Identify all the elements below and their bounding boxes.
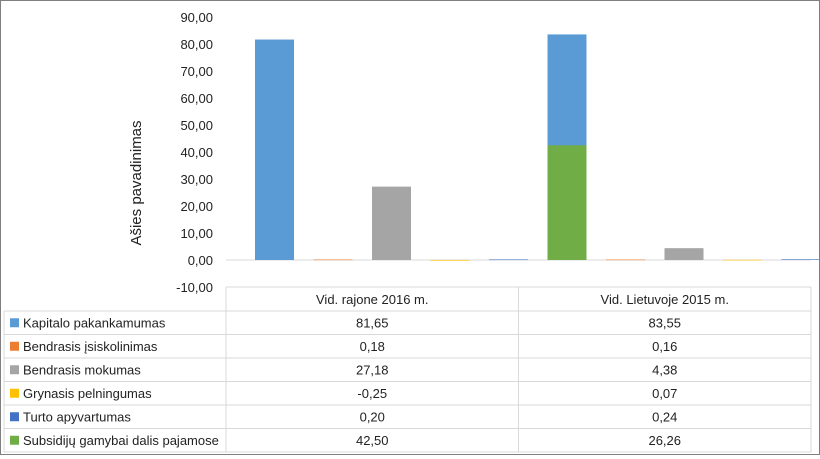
data-value-cell: 0,20 [360, 409, 385, 424]
legend-key [10, 341, 19, 351]
series-label: Bendrasis mokumas [23, 362, 141, 377]
data-value-cell: 83,55 [648, 315, 681, 330]
bar [313, 259, 353, 261]
bar [606, 259, 645, 261]
legend-key [10, 435, 19, 445]
data-value-cell: 26,26 [648, 433, 681, 448]
y-tick-label: 60,00 [180, 91, 213, 106]
legend-key [10, 412, 19, 422]
y-tick-label: 70,00 [180, 64, 213, 79]
series-label: Grynasis pelningumas [23, 386, 152, 401]
bar [489, 259, 528, 261]
series-label: Turto apyvartumas [23, 409, 131, 424]
data-value-cell: 4,38 [652, 362, 677, 377]
data-value-cell: 0,07 [652, 386, 677, 401]
y-axis-title: Ašies pavadinimas [128, 120, 145, 245]
bar [430, 260, 470, 261]
data-value-cell: 27,18 [356, 362, 389, 377]
series-label: Subsidijų gamybai dalis pajamose [23, 433, 219, 448]
y-tick-label: 50,00 [180, 118, 213, 133]
bar [255, 39, 294, 260]
legend-key [10, 365, 19, 375]
y-tick-label: 20,00 [180, 199, 213, 214]
category-label: Vid. rajone 2016 m. [316, 292, 429, 307]
y-tick-label: 10,00 [180, 226, 213, 241]
bar [723, 259, 762, 261]
y-tick-label: 30,00 [180, 172, 213, 187]
y-tick-label: 40,00 [180, 145, 213, 160]
y-tick-label: -10,00 [176, 280, 213, 295]
data-value-cell: 81,65 [356, 315, 389, 330]
y-tick-label: 90,00 [180, 10, 213, 25]
y-tick-label: 0,00 [188, 253, 213, 268]
series-label: Kapitalo pakankamumas [23, 315, 166, 330]
series-label: Bendrasis įsiskolinimas [23, 339, 158, 354]
bar [547, 145, 587, 260]
category-label: Vid. Lietuvoje 2015 m. [601, 292, 729, 307]
data-value-cell: 42,50 [356, 433, 389, 448]
data-value-cell: -0,25 [357, 386, 387, 401]
data-value-cell: 0,16 [652, 339, 677, 354]
data-value-cell: 0,24 [652, 409, 677, 424]
data-value-cell: 0,18 [360, 339, 385, 354]
bar [781, 259, 820, 260]
bar [664, 248, 704, 260]
legend-key [10, 388, 19, 398]
legend-key [10, 318, 19, 328]
bar [372, 186, 411, 260]
y-tick-label: 80,00 [180, 37, 213, 52]
